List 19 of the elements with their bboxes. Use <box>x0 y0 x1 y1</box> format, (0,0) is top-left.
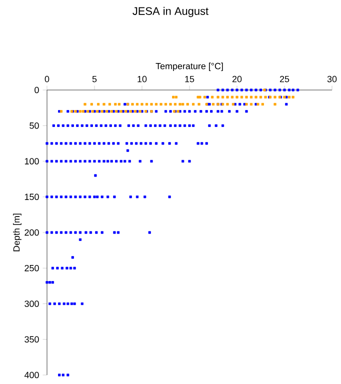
y-tick-label: 100 <box>24 158 39 164</box>
x-tick-label: 15 <box>185 76 194 82</box>
x-axis-title: Temperature [°C] <box>156 62 223 72</box>
y-tick-label: 250 <box>24 264 39 272</box>
y-tick-label: 200 <box>24 229 39 236</box>
y-tick-label: 50 <box>30 122 39 129</box>
y-axis-title: Depth [m] <box>13 214 22 252</box>
y-tick-label: 0 <box>34 86 39 94</box>
y-tick-label: 300 <box>24 300 39 307</box>
chart-title: JESA in August <box>132 6 208 18</box>
y-tick-label: 350 <box>24 336 39 343</box>
x-tick-label: 0 <box>44 76 50 82</box>
y-tick-label: 150 <box>24 194 39 200</box>
x-tick-label: 5 <box>92 76 97 82</box>
x-tick-label: 25 <box>280 76 290 82</box>
x-tick-label: 10 <box>138 76 147 82</box>
x-tick-label: 20 <box>232 76 242 82</box>
y-tick-label: 400 <box>24 372 39 378</box>
x-tick-label: 30 <box>327 76 337 82</box>
